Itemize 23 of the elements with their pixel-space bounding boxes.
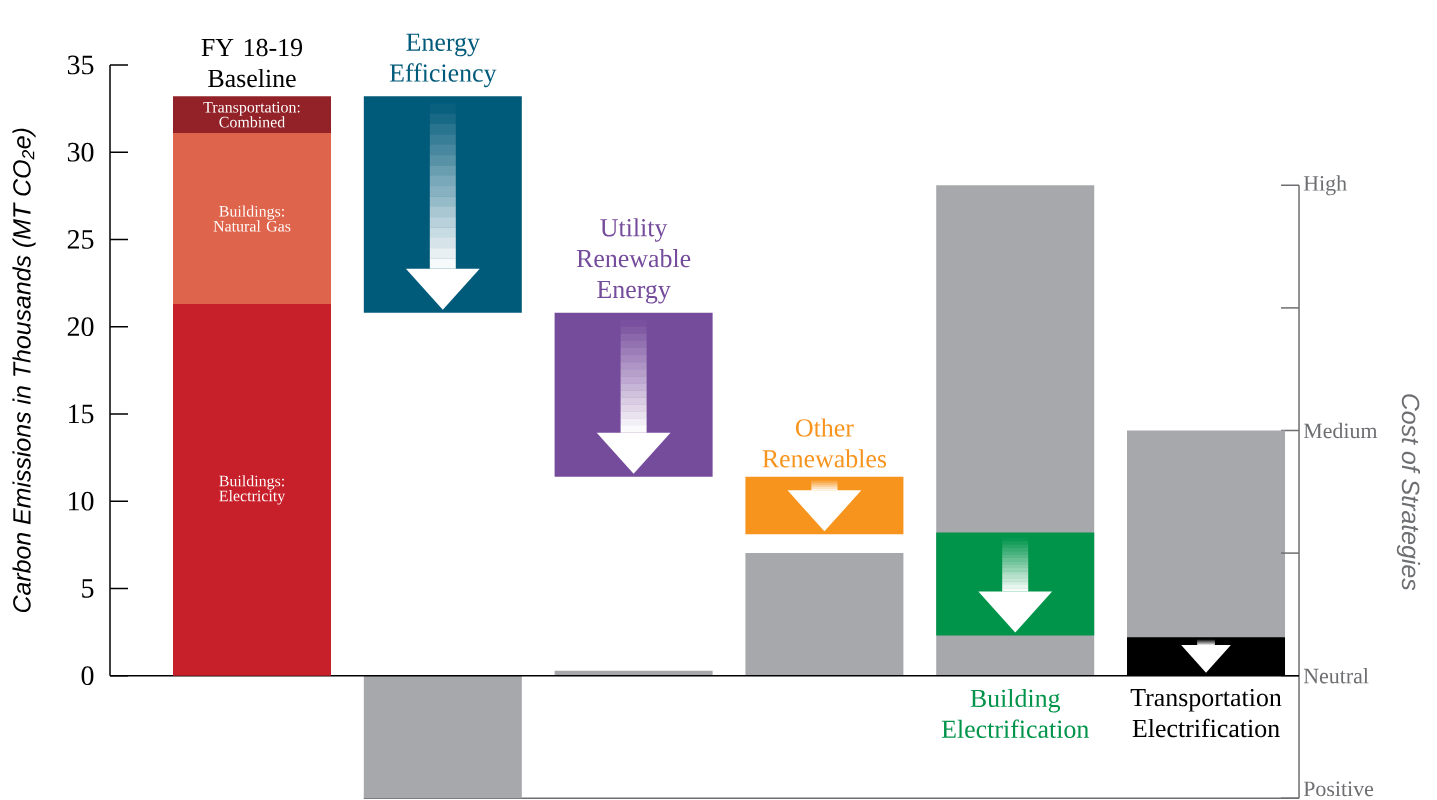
x-tick-label: Other Renewables (762, 418, 887, 468)
y-tick-label: 20 (67, 317, 94, 337)
series-label: Transportation: Combined (203, 101, 300, 128)
category-label: Medium (1303, 422, 1378, 439)
x-tick-label: Building Electrification (941, 688, 1089, 739)
y-tick-label: 35 (67, 55, 94, 75)
y-tick-label: 10 (69, 491, 94, 511)
y-axis-title: Carbon Emissions in Thousands (MT CO$_{2}$e) (12, 128, 36, 613)
category-label: Positive (1303, 781, 1374, 797)
x-tick-label: Utility Renewable Energy (576, 218, 691, 304)
y2-axis-title: Cost of Strategies (1396, 394, 1421, 591)
category-label: High (1303, 175, 1347, 196)
y-tick-label: 30 (67, 142, 94, 162)
category-label: Neutral (1303, 667, 1369, 684)
x-tick-label: FY 18-19 Baseline (201, 38, 303, 88)
y-tick-label: 15 (69, 404, 94, 424)
x-tick-label: Energy Efficiency (389, 33, 497, 88)
x-tick-label: Transportation Electrification (1130, 688, 1282, 738)
y-tick-label: 0 (81, 666, 94, 686)
series-label: Buildings: Electricity (219, 475, 286, 505)
y-tick-label: 25 (67, 230, 94, 249)
series-label: Buildings: Natural Gas (213, 205, 291, 232)
y-tick-label: 5 (82, 579, 94, 598)
